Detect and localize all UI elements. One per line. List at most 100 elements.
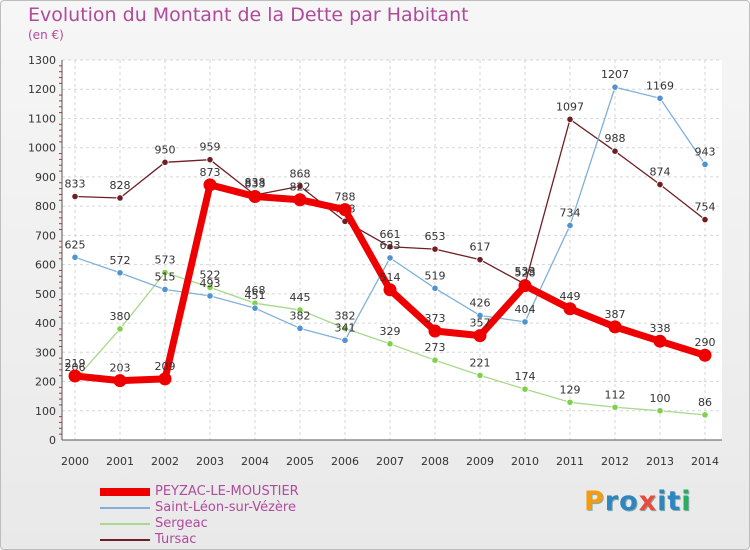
x-tick-label: 2009 (466, 455, 494, 468)
data-label-sergeac: 112 (605, 388, 626, 401)
data-label-sergeac: 573 (155, 254, 176, 267)
data-point-peyzac-le-moustier (563, 302, 577, 316)
y-tick-label: 100 (35, 405, 56, 418)
legend-label: Sergeac (155, 516, 208, 531)
data-point-tursac (476, 256, 484, 264)
data-point-saint-leon-sur-vezere (701, 160, 709, 168)
data-point-sergeac (521, 385, 529, 393)
y-tick-label: 200 (35, 376, 56, 389)
data-label-peyzac-le-moustier: 514 (380, 271, 401, 284)
x-tick-label: 2000 (61, 455, 89, 468)
chart-subtitle: (en €) (28, 28, 64, 42)
legend-swatch (100, 539, 150, 541)
data-label-sergeac: 174 (515, 370, 536, 383)
data-label-saint-leon-sur-vezere: 515 (155, 270, 176, 283)
x-tick-label: 2014 (691, 455, 719, 468)
data-label-peyzac-le-moustier: 203 (110, 362, 131, 375)
data-point-tursac (701, 216, 709, 224)
logo-letter: i (657, 486, 668, 517)
logo-letter: t (667, 486, 682, 517)
x-tick-label: 2010 (511, 455, 539, 468)
data-point-saint-leon-sur-vezere (71, 253, 79, 261)
x-tick-label: 2005 (286, 455, 314, 468)
logo-letter: P (584, 486, 605, 517)
data-point-peyzac-le-moustier (158, 372, 172, 386)
data-label-tursac: 1097 (556, 100, 584, 113)
data-point-peyzac-le-moustier (248, 190, 262, 204)
data-label-tursac: 988 (605, 132, 626, 145)
logo-letter: i (681, 486, 692, 517)
data-label-sergeac: 206 (65, 361, 86, 374)
y-tick-label: 0 (49, 434, 56, 447)
data-label-sergeac: 382 (335, 309, 356, 322)
data-point-peyzac-le-moustier (203, 178, 217, 192)
data-point-saint-leon-sur-vezere (116, 269, 124, 277)
data-label-saint-leon-sur-vezere: 341 (335, 321, 356, 334)
x-tick-label: 2003 (196, 455, 224, 468)
data-point-saint-leon-sur-vezere (431, 284, 439, 292)
data-label-peyzac-le-moustier: 873 (200, 166, 221, 179)
data-label-saint-leon-sur-vezere: 493 (200, 277, 221, 290)
data-point-saint-leon-sur-vezere (656, 94, 664, 102)
data-point-tursac (71, 192, 79, 201)
y-tick-label: 1100 (28, 112, 56, 125)
data-label-sergeac: 129 (560, 383, 581, 396)
data-label-tursac: 754 (695, 201, 716, 214)
data-point-tursac (566, 115, 574, 123)
data-point-tursac (611, 147, 619, 155)
y-tick-label: 600 (35, 259, 56, 272)
data-point-peyzac-le-moustier (383, 283, 397, 297)
data-label-sergeac: 380 (110, 310, 131, 323)
data-point-sergeac (161, 268, 169, 277)
data-point-peyzac-le-moustier (293, 193, 307, 207)
data-label-saint-leon-sur-vezere: 1169 (646, 79, 674, 92)
x-tick-label: 2008 (421, 455, 449, 468)
data-label-tursac: 959 (200, 141, 221, 154)
y-tick-label: 400 (35, 317, 56, 330)
data-label-peyzac-le-moustier: 373 (425, 312, 446, 325)
data-point-saint-leon-sur-vezere (296, 324, 304, 332)
logo-letter: o (619, 486, 639, 517)
legend-label: PEYZAC-LE-MOUSTIER (155, 484, 299, 499)
data-point-saint-leon-sur-vezere (341, 336, 349, 344)
y-tick-label: 800 (35, 200, 56, 213)
data-label-saint-leon-sur-vezere: 382 (290, 309, 311, 322)
data-label-tursac: 617 (470, 241, 491, 254)
data-point-sergeac (431, 356, 439, 364)
data-label-saint-leon-sur-vezere: 426 (470, 296, 491, 309)
data-label-peyzac-le-moustier: 209 (155, 360, 176, 373)
data-point-peyzac-le-moustier (653, 334, 667, 348)
data-label-peyzac-le-moustier: 449 (560, 290, 581, 303)
data-point-tursac (431, 245, 439, 253)
data-label-saint-leon-sur-vezere: 943 (695, 145, 716, 158)
data-point-sergeac (611, 403, 619, 411)
data-label-tursac: 653 (425, 230, 446, 243)
y-tick-label: 900 (35, 171, 56, 184)
data-label-peyzac-le-moustier: 290 (695, 336, 716, 349)
data-point-sergeac (341, 324, 349, 332)
data-label-tursac: 533 (515, 265, 536, 278)
data-point-saint-leon-sur-vezere (251, 304, 259, 312)
data-point-peyzac-le-moustier (68, 369, 82, 383)
data-point-tursac (386, 243, 394, 251)
x-tick-label: 2011 (556, 455, 584, 468)
data-label-saint-leon-sur-vezere: 451 (245, 289, 266, 302)
data-point-tursac (206, 156, 214, 164)
data-point-peyzac-le-moustier (338, 203, 352, 217)
legend-swatch (100, 507, 150, 509)
data-label-tursac: 661 (380, 228, 401, 241)
y-tick-label: 1000 (28, 142, 56, 155)
data-label-saint-leon-sur-vezere: 404 (515, 303, 536, 316)
data-label-sergeac: 445 (290, 291, 311, 304)
data-point-sergeac (476, 371, 484, 379)
data-label-sergeac: 468 (245, 284, 266, 297)
data-point-peyzac-le-moustier (428, 324, 442, 338)
data-point-peyzac-le-moustier (518, 279, 532, 293)
data-point-sergeac (566, 398, 574, 406)
data-label-saint-leon-sur-vezere: 572 (110, 254, 131, 267)
data-label-sergeac: 273 (425, 341, 446, 354)
data-point-saint-leon-sur-vezere (161, 285, 169, 294)
data-point-peyzac-le-moustier (698, 348, 712, 362)
data-label-peyzac-le-moustier: 219 (65, 357, 86, 370)
y-tick-label: 300 (35, 346, 56, 359)
